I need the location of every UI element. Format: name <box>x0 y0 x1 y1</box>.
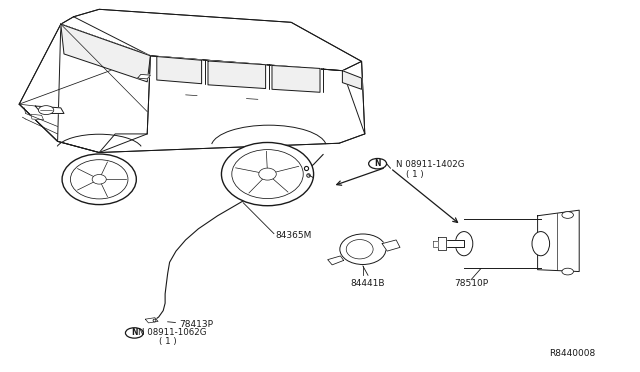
Polygon shape <box>464 219 541 268</box>
Circle shape <box>562 212 573 218</box>
Ellipse shape <box>346 240 373 259</box>
Ellipse shape <box>70 160 128 199</box>
Text: ( 1 ): ( 1 ) <box>159 337 177 346</box>
Polygon shape <box>157 57 202 84</box>
Polygon shape <box>538 210 579 272</box>
Text: N: N <box>131 328 138 337</box>
Text: N 08911-1062G: N 08911-1062G <box>138 328 206 337</box>
Polygon shape <box>35 106 64 113</box>
Polygon shape <box>438 237 446 250</box>
Circle shape <box>562 268 573 275</box>
Polygon shape <box>145 318 158 323</box>
Text: N: N <box>374 159 381 168</box>
Ellipse shape <box>221 142 314 206</box>
Polygon shape <box>382 240 400 251</box>
Polygon shape <box>61 24 150 82</box>
Text: 78413P: 78413P <box>179 320 213 329</box>
Polygon shape <box>342 71 362 89</box>
Ellipse shape <box>532 231 550 256</box>
Ellipse shape <box>62 154 136 205</box>
Polygon shape <box>138 74 150 79</box>
Text: 84365M: 84365M <box>275 231 312 240</box>
Polygon shape <box>208 61 266 89</box>
Text: ( 1 ): ( 1 ) <box>406 170 424 179</box>
Circle shape <box>38 106 54 115</box>
Ellipse shape <box>340 234 386 264</box>
Text: R8440008: R8440008 <box>549 349 595 358</box>
Polygon shape <box>272 65 320 92</box>
Polygon shape <box>58 24 365 153</box>
Text: N 08911-1402G: N 08911-1402G <box>396 160 464 169</box>
Circle shape <box>125 328 143 338</box>
Ellipse shape <box>259 168 276 180</box>
Ellipse shape <box>232 150 303 199</box>
Circle shape <box>369 158 387 169</box>
Text: 84441B: 84441B <box>351 279 385 288</box>
Text: 78510P: 78510P <box>454 279 488 288</box>
Polygon shape <box>328 256 344 265</box>
Polygon shape <box>61 9 362 71</box>
Ellipse shape <box>92 174 106 184</box>
Polygon shape <box>31 114 44 120</box>
Polygon shape <box>19 24 150 153</box>
Polygon shape <box>433 241 438 247</box>
Ellipse shape <box>455 231 473 256</box>
Polygon shape <box>438 240 464 247</box>
